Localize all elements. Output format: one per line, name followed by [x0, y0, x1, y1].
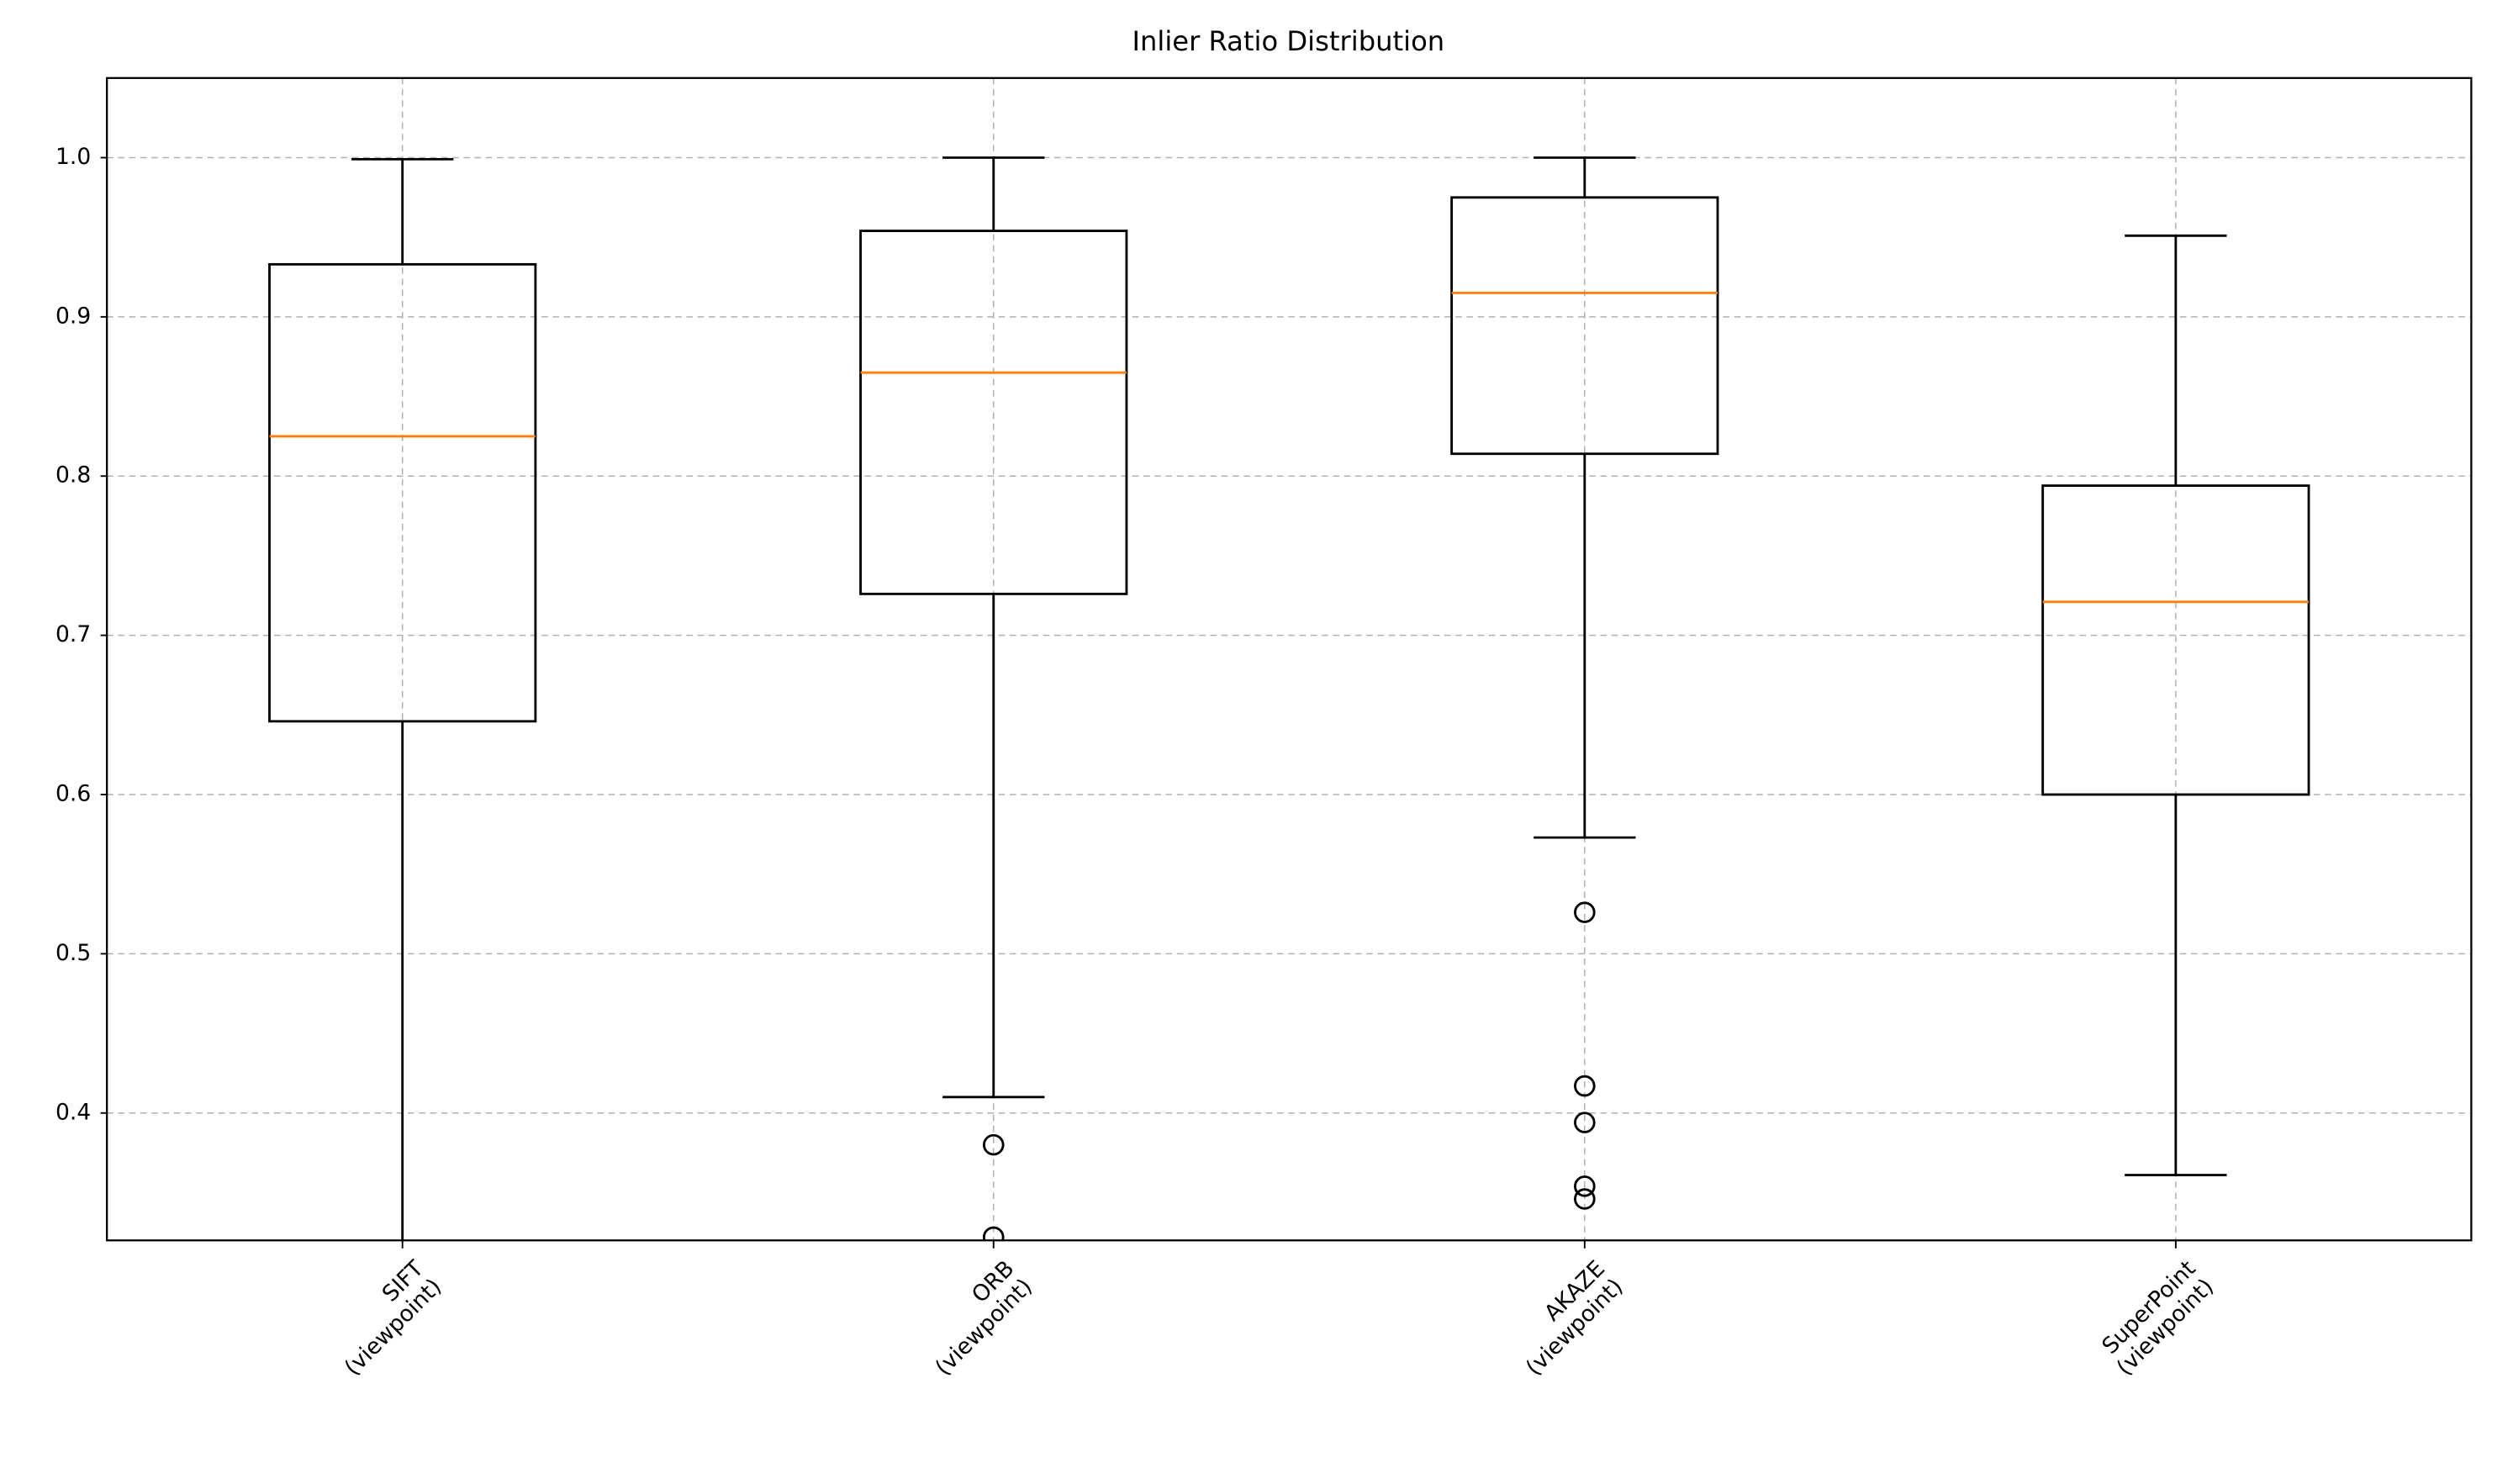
y-tick-label: 0.5: [55, 940, 91, 966]
y-tick-label: 0.4: [55, 1099, 91, 1125]
flier: [1574, 1188, 1596, 1210]
flier: [1574, 1175, 1596, 1197]
x-tick-label-box: AKAZE (viewpoint): [1522, 1256, 1629, 1381]
flier: [982, 1133, 1005, 1156]
flier: [1574, 901, 1596, 923]
x-tick-label-box: SIFT (viewpoint): [340, 1256, 446, 1381]
y-tick-label: 0.7: [55, 621, 91, 647]
box: [1450, 196, 1719, 456]
flier: [1574, 1112, 1596, 1133]
y-tick-label: 1.0: [55, 144, 91, 170]
box: [268, 262, 537, 723]
x-tick-label-box: SuperPoint (viewpoint): [2098, 1256, 2220, 1381]
x-tick-label: SIFT (viewpoint): [339, 1256, 447, 1381]
y-tick-label: 0.9: [55, 303, 91, 329]
plot-area: [268, 156, 2310, 1241]
y-tick-label: 0.6: [55, 780, 91, 806]
flier: [1574, 1075, 1596, 1097]
flier: [982, 1226, 1005, 1241]
x-tick-label-box: ORB (viewpoint): [931, 1256, 1037, 1381]
box: [2041, 484, 2310, 796]
x-tick-label: ORB (viewpoint): [931, 1256, 1038, 1381]
x-tick-label: AKAZE (viewpoint): [1522, 1256, 1629, 1381]
axes-frame: [106, 77, 2473, 1242]
box: [859, 230, 1128, 595]
y-tick-label: 0.8: [55, 462, 91, 489]
chart-title: Inlier Ratio Distribution: [1132, 25, 1444, 57]
x-tick-label: SuperPoint (viewpoint): [2098, 1256, 2220, 1381]
grid: [107, 77, 2472, 1241]
